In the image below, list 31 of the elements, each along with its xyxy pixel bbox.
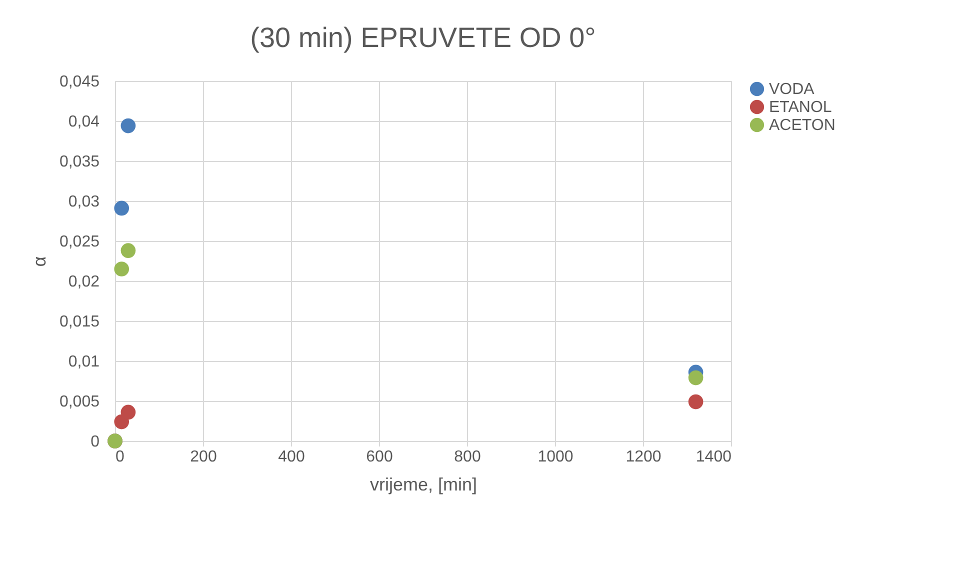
y-tick-label: 0,005: [59, 394, 100, 410]
point: [120, 118, 136, 134]
x-tick-label: 200: [190, 448, 217, 466]
x-tick-label: 800: [454, 448, 481, 466]
y-tick-label: 0,02: [68, 274, 100, 290]
x-tick-label: 0: [116, 448, 124, 466]
y-tick-label: 0,025: [59, 234, 100, 250]
y-tick-label: 0,045: [59, 74, 100, 90]
y-tick-label: 0,015: [59, 314, 100, 330]
point: [114, 262, 130, 276]
y-tick-label: 0,04: [68, 114, 100, 130]
y-tick-label: 0,01: [68, 354, 100, 370]
legend-label: ACETON: [769, 117, 836, 134]
point: [688, 394, 704, 410]
point: [688, 370, 704, 386]
point: [114, 200, 130, 216]
chart-title: (30 min) EPRUVETE OD 0°: [250, 22, 596, 53]
x-tick-label: 600: [366, 448, 393, 466]
x-tick-label: 400: [278, 448, 305, 466]
point: [120, 243, 136, 258]
y-axis-title: α: [29, 256, 50, 267]
x-tick-label: 1200: [626, 448, 662, 466]
legend-label: ETANOL: [769, 99, 832, 116]
y-tick-label: 0,03: [68, 194, 100, 210]
point: [120, 404, 136, 420]
y-tick-label: 0,035: [59, 154, 100, 170]
y-tick-label: 0: [90, 434, 100, 450]
x-tick-label: 1000: [538, 448, 574, 466]
legend-label: VODA: [769, 81, 815, 98]
x-tick-label: 1400: [696, 448, 732, 466]
x-axis-title: vrijeme, [min]: [370, 474, 478, 494]
